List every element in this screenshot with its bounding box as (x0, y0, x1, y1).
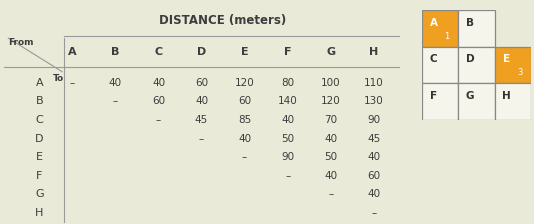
Text: 1: 1 (444, 32, 449, 41)
Text: 140: 140 (278, 97, 297, 106)
Text: E: E (503, 54, 510, 65)
Text: C: C (154, 47, 162, 56)
Text: 130: 130 (364, 97, 383, 106)
Text: 40: 40 (281, 115, 294, 125)
Text: 3: 3 (517, 69, 522, 78)
Text: G: G (466, 91, 474, 101)
Bar (422, 47, 458, 83)
Text: H: H (35, 208, 43, 218)
Text: H: H (502, 91, 511, 101)
Text: –: – (113, 97, 118, 106)
Text: 45: 45 (195, 115, 208, 125)
Text: C: C (430, 54, 437, 65)
Text: B: B (111, 47, 120, 56)
Text: 60: 60 (367, 171, 380, 181)
Text: 40: 40 (367, 190, 380, 199)
Text: –: – (242, 152, 247, 162)
Text: E: E (241, 47, 248, 56)
Text: A: A (35, 78, 43, 88)
Bar (495, 47, 531, 83)
Text: 45: 45 (367, 134, 380, 144)
Bar (422, 10, 458, 47)
Text: E: E (36, 152, 43, 162)
Text: 40: 40 (324, 171, 337, 181)
Text: 40: 40 (367, 152, 380, 162)
Text: 50: 50 (324, 152, 337, 162)
Text: H: H (369, 47, 378, 56)
Text: 120: 120 (235, 78, 255, 88)
Text: 60: 60 (195, 78, 208, 88)
Text: 40: 40 (324, 134, 337, 144)
Text: D: D (35, 134, 44, 144)
Text: F: F (430, 91, 437, 101)
Text: –: – (199, 134, 204, 144)
Bar (458, 10, 495, 47)
Bar (458, 83, 495, 120)
Text: 90: 90 (281, 152, 294, 162)
Text: –: – (70, 78, 75, 88)
Bar (495, 83, 531, 120)
Text: 60: 60 (238, 97, 251, 106)
Text: –: – (328, 190, 333, 199)
Text: 40: 40 (109, 78, 122, 88)
Text: A: A (68, 47, 77, 56)
Text: –: – (156, 115, 161, 125)
Text: 90: 90 (367, 115, 380, 125)
Text: To: To (52, 74, 64, 83)
Text: 110: 110 (364, 78, 383, 88)
Text: 60: 60 (152, 97, 165, 106)
Text: G: G (35, 190, 44, 199)
Text: G: G (326, 47, 335, 56)
Text: 50: 50 (281, 134, 294, 144)
Text: F: F (36, 171, 43, 181)
Text: –: – (371, 208, 376, 218)
Text: A: A (429, 18, 437, 28)
Text: 40: 40 (152, 78, 165, 88)
Text: B: B (466, 18, 474, 28)
Text: 100: 100 (321, 78, 341, 88)
Text: D: D (197, 47, 206, 56)
Text: D: D (466, 54, 474, 65)
Text: From: From (9, 38, 34, 47)
Text: DISTANCE (meters): DISTANCE (meters) (160, 14, 287, 27)
Text: B: B (35, 97, 43, 106)
Bar (422, 83, 458, 120)
Bar (458, 47, 495, 83)
Text: C: C (35, 115, 43, 125)
Text: F: F (284, 47, 292, 56)
Text: 80: 80 (281, 78, 294, 88)
Text: 40: 40 (238, 134, 251, 144)
Text: –: – (285, 171, 290, 181)
Text: 120: 120 (321, 97, 341, 106)
Text: 40: 40 (195, 97, 208, 106)
Text: 70: 70 (324, 115, 337, 125)
Text: 85: 85 (238, 115, 251, 125)
